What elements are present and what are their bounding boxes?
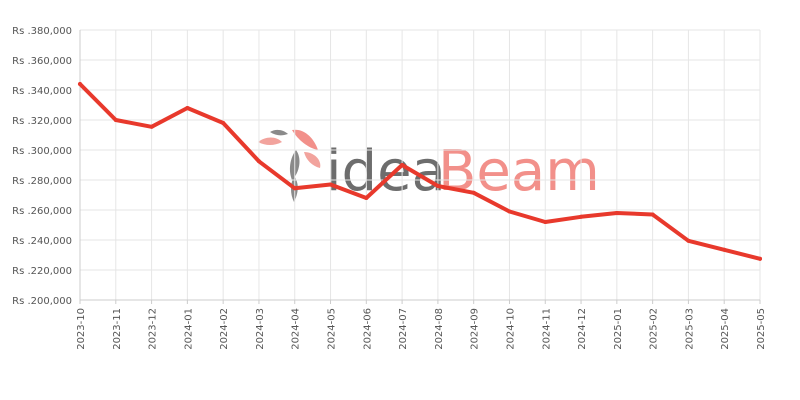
gridlines — [79, 29, 761, 301]
y-tick-label: Rs .200,000 — [12, 296, 72, 307]
y-tick-label: Rs .360,000 — [12, 56, 72, 67]
data-point — [185, 106, 190, 110]
ideabeam-watermark: idea Beam — [258, 129, 600, 204]
x-tick-label: 2025-05 — [756, 308, 767, 350]
x-tick-label: 2024-07 — [398, 308, 409, 350]
x-tick-label: 2024-10 — [505, 308, 516, 350]
x-tick-label: 2024-05 — [327, 308, 338, 350]
watermark-idea: idea — [326, 139, 446, 204]
y-tick-label: Rs .220,000 — [12, 266, 72, 277]
data-point — [149, 124, 154, 129]
y-tick-label: Rs .240,000 — [12, 236, 72, 247]
x-tick-label: 2024-01 — [183, 308, 194, 350]
x-tick-label: 2024-12 — [577, 308, 588, 350]
x-axis: 2023-10 2023-11 2023-12 2024-01 2024-02 2024-… — [76, 299, 767, 350]
data-point — [722, 247, 727, 252]
y-tick-label: Rs .340,000 — [12, 86, 72, 97]
data-point — [113, 118, 118, 122]
y-tick-label: Rs .320,000 — [12, 116, 72, 127]
data-point — [400, 163, 405, 167]
x-tick-label: 2025-03 — [684, 308, 695, 350]
x-tick-label: 2025-02 — [649, 308, 660, 350]
data-point — [471, 190, 476, 195]
x-tick-label: 2023-10 — [76, 308, 87, 350]
x-tick-label: 2024-08 — [434, 308, 445, 350]
data-point — [758, 256, 762, 261]
y-tick-label: Rs .380,000 — [12, 26, 72, 37]
series-line — [78, 82, 762, 261]
data-point — [78, 82, 82, 86]
data-point — [435, 184, 440, 188]
data-point — [292, 186, 297, 191]
data-point — [579, 214, 584, 219]
x-tick-label: 2023-12 — [148, 308, 159, 350]
x-tick-label: 2024-03 — [255, 308, 266, 350]
x-tick-label: 2024-04 — [291, 308, 302, 350]
x-tick-label: 2024-06 — [362, 308, 373, 350]
x-tick-label: 2024-11 — [541, 308, 552, 350]
data-point — [328, 182, 333, 187]
data-point — [256, 159, 261, 164]
x-tick-label: 2025-04 — [720, 308, 731, 350]
series-group — [78, 82, 762, 261]
data-point — [614, 211, 619, 215]
watermark-beam: Beam — [438, 139, 600, 204]
data-point — [686, 238, 691, 243]
data-point — [650, 212, 655, 217]
data-point — [507, 209, 512, 214]
y-tick-label: Rs .300,000 — [12, 146, 72, 157]
y-axis: Rs .200,000 Rs .220,000 Rs .240,000 Rs .260… — [12, 26, 81, 307]
data-point — [364, 196, 369, 200]
x-tick-label: 2025-01 — [613, 308, 624, 350]
data-point — [221, 121, 226, 125]
y-tick-label: Rs .260,000 — [12, 206, 72, 217]
x-tick-label: 2024-02 — [219, 308, 230, 350]
x-tick-label: 2024-09 — [470, 308, 481, 350]
x-tick-label: 2023-11 — [112, 308, 123, 350]
data-point — [543, 220, 548, 224]
y-tick-label: Rs .280,000 — [12, 176, 72, 187]
